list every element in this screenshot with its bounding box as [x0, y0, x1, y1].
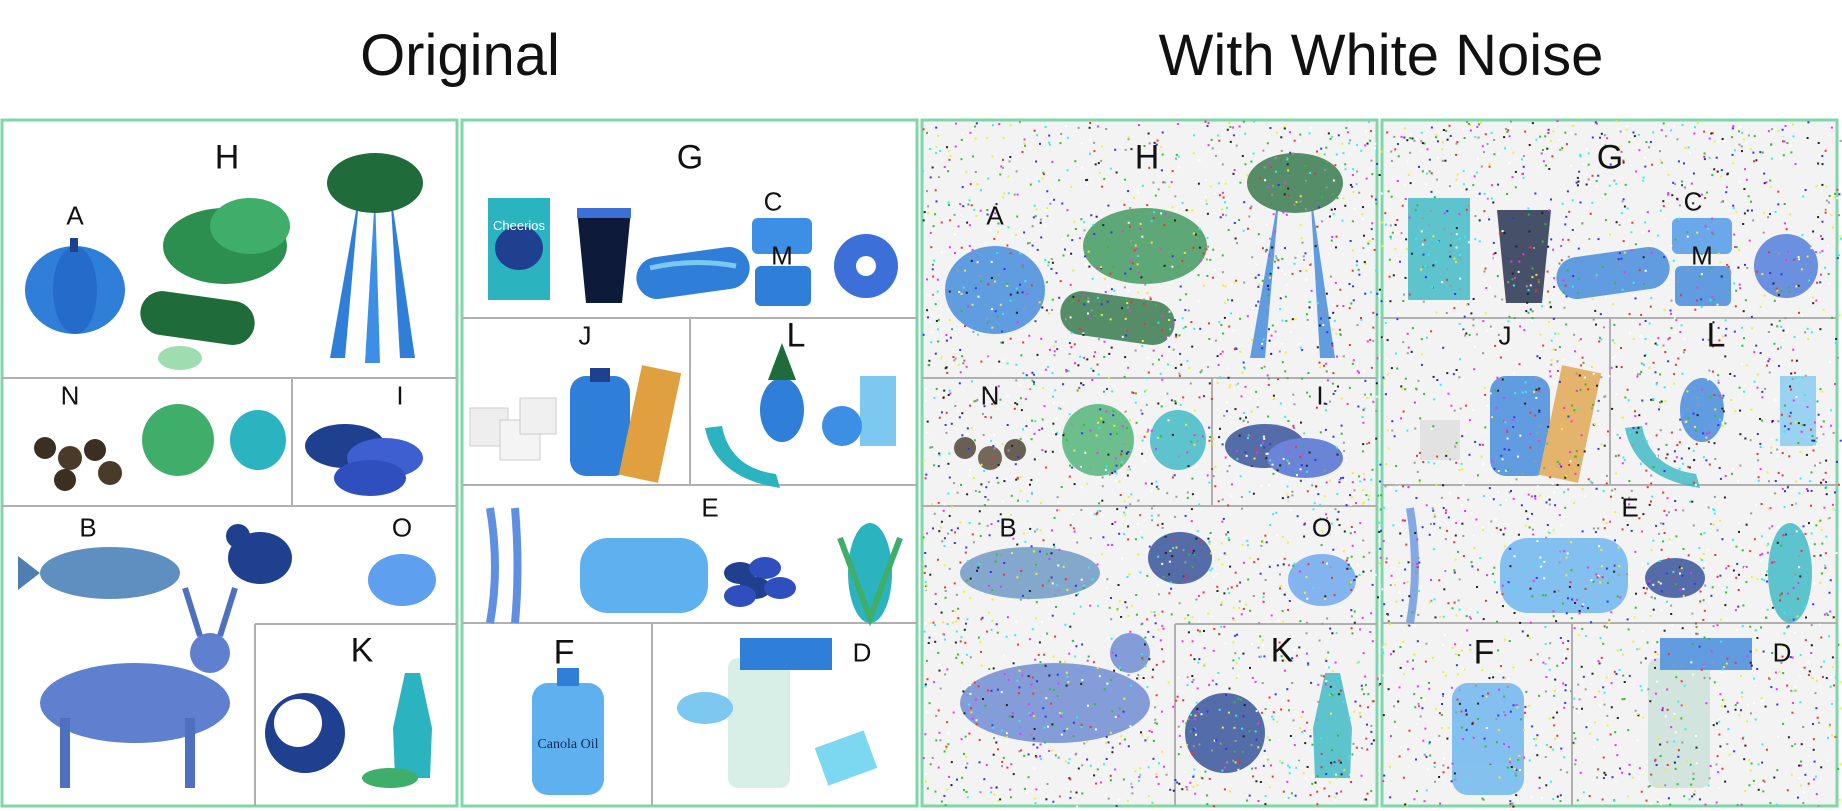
corn-icon	[1768, 523, 1812, 623]
egg-icon	[1288, 554, 1356, 606]
fish-icon	[18, 547, 180, 599]
apple-icon	[1062, 404, 1134, 476]
chicken-icon	[1148, 532, 1212, 584]
donut-icon	[834, 234, 898, 298]
beans-icon	[724, 557, 796, 607]
lime-icon	[230, 410, 286, 470]
fish-icon	[960, 547, 1100, 599]
soda-glass-icon	[1497, 210, 1551, 303]
label-F: F	[553, 633, 575, 672]
apple-icon	[142, 404, 214, 476]
original-grid: Cheerios	[0, 118, 920, 808]
corn-icon	[837, 523, 903, 627]
noise-grid: H A G C M J L N I E B O K F D	[920, 118, 1842, 808]
bread-icon	[580, 538, 708, 613]
allspice-icon	[34, 437, 122, 491]
cereal-box-icon	[488, 198, 550, 300]
spinach-icon	[163, 198, 290, 284]
pumpkin-icon	[25, 238, 125, 334]
original-title: Original	[360, 23, 560, 88]
label-A: A	[66, 200, 84, 231]
cereal-box-icon	[1408, 198, 1470, 300]
syrup-bottle-icon	[570, 368, 630, 476]
pineapple-icon	[760, 343, 804, 442]
label-D: D	[852, 637, 872, 668]
chicken-icon	[226, 524, 292, 584]
lime-icon	[1150, 410, 1206, 470]
original-panel: Cheerios	[0, 118, 920, 808]
cucumber-icon	[140, 291, 255, 370]
noise-title: With White Noise	[1158, 23, 1604, 88]
coconut-icon	[1185, 693, 1265, 773]
canola-bottle-label: Canola Oil	[537, 737, 598, 752]
label-C: C	[763, 186, 783, 217]
canola-bottle-icon	[1452, 683, 1524, 795]
noise-panel: H A G C M J L N I E B O K F D	[920, 118, 1842, 808]
noise-grid-art	[920, 118, 1839, 808]
sugar-cubes-icon	[1420, 420, 1460, 460]
label-I: I	[396, 380, 404, 411]
coconut-icon	[265, 693, 345, 773]
sugar-cubes-icon	[469, 397, 557, 461]
pineapple-icon	[1680, 378, 1724, 442]
label-M: M	[771, 240, 793, 271]
juice-glass-icon	[822, 376, 896, 446]
wheat-icon	[486, 507, 522, 624]
label-N: N	[60, 380, 80, 411]
spinach-icon	[1083, 208, 1207, 284]
pumpkin-icon	[945, 246, 1045, 334]
soda-glass-icon	[577, 208, 631, 303]
olive-oil-icon	[362, 673, 432, 788]
original-grid-art: Cheerios	[0, 118, 919, 808]
pecans-icon	[305, 424, 423, 496]
bread-icon	[1500, 538, 1628, 613]
egg-icon	[368, 554, 436, 606]
label-O: O	[391, 512, 413, 543]
label-E: E	[701, 492, 719, 523]
deer-icon	[40, 587, 238, 788]
canola-bottle-icon	[532, 668, 604, 795]
label-J: J	[578, 320, 592, 351]
carrots-icon	[327, 153, 423, 363]
milk-glass-icon	[728, 658, 790, 788]
beans-icon	[1645, 558, 1705, 598]
label-L: L	[786, 316, 806, 355]
label-H: H	[214, 138, 240, 177]
label-G: G	[676, 138, 704, 177]
milk-glass-icon	[1648, 658, 1710, 788]
butter-icon	[1660, 638, 1752, 670]
juice-glass-icon	[1780, 376, 1816, 446]
label-B: B	[79, 512, 97, 543]
cereal-box-label: Cheerios	[493, 218, 546, 233]
donut-icon	[1754, 234, 1818, 298]
label-K: K	[350, 631, 374, 670]
hotdog-icon	[636, 246, 750, 300]
syrup-bottle-icon	[1490, 376, 1550, 476]
